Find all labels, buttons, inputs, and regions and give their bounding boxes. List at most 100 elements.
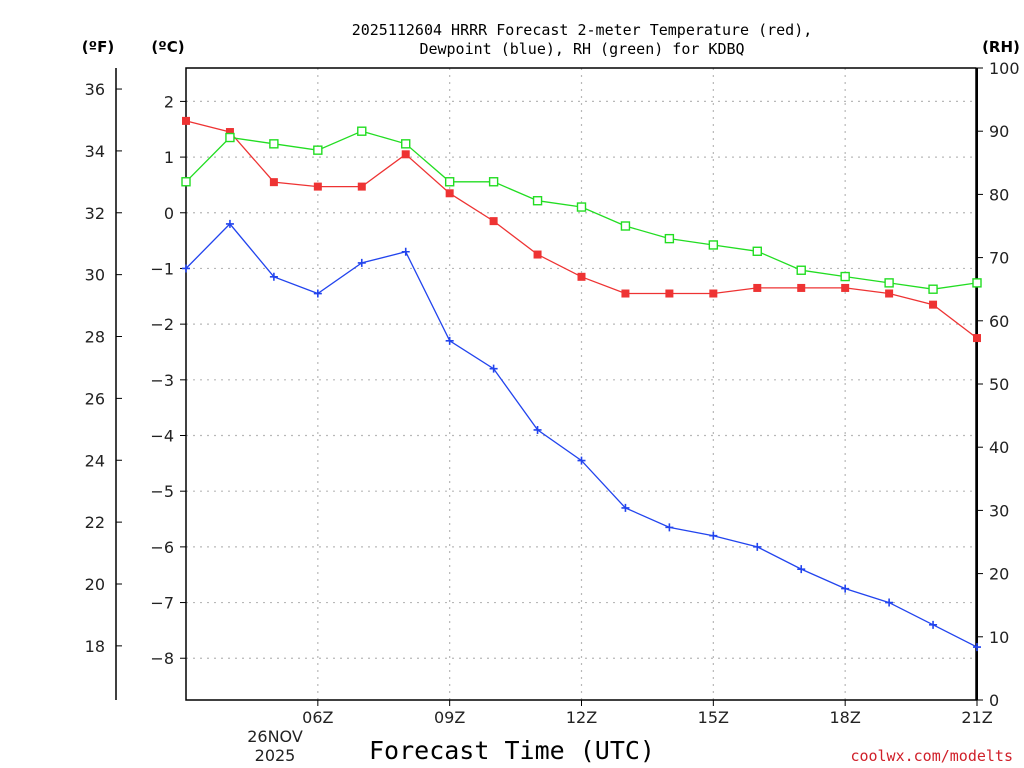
rh-tick-label: 10 [989, 628, 1009, 647]
fahrenheit-tick-label: 24 [85, 451, 105, 470]
relative-humidity-point [357, 126, 367, 136]
temperature-point [577, 272, 586, 281]
celsius-tick-label: −7 [150, 594, 174, 613]
temperature-point [357, 182, 366, 191]
celsius-tick-label: −1 [150, 259, 174, 278]
temperature-point [401, 150, 410, 159]
y-tick-labels: 210−1−2−3−4−5−6−7−8363432302826242220181… [85, 59, 1020, 710]
dewpoint-point [182, 264, 190, 273]
dewpoint-point [753, 542, 762, 551]
celsius-tick-label: −3 [150, 371, 174, 390]
relative-humidity-point [181, 177, 191, 187]
relative-humidity-point [752, 246, 762, 256]
temperature-point [841, 283, 850, 292]
dewpoint-point [577, 456, 586, 465]
temperature-point [313, 182, 322, 191]
relative-humidity-point [532, 196, 543, 206]
relative-humidity-point [796, 265, 806, 275]
relative-humidity-point [972, 278, 982, 288]
dewpoint-point [401, 247, 410, 256]
fahrenheit-tick-label: 18 [85, 637, 105, 656]
temperature-point [225, 128, 234, 137]
fahrenheit-unit-label: (ºF) [82, 38, 114, 56]
temperature-point [753, 283, 762, 292]
dewpoint-point [973, 643, 981, 652]
relative-humidity-point [401, 139, 411, 149]
dewpoint-point [665, 523, 674, 532]
rh-unit-label: (RH) [982, 38, 1020, 56]
x-tick-labels: 06Z 09Z 12Z 15Z 18Z 21Z [302, 700, 993, 727]
celsius-tick-label: −5 [150, 482, 174, 501]
x-tick-label: 12Z [566, 708, 597, 727]
temperature-point [621, 289, 630, 298]
rh-tick-label: 40 [989, 438, 1009, 457]
temperature-point [489, 217, 498, 226]
temperature-point [885, 289, 894, 298]
rh-tick-label: 70 [989, 249, 1009, 268]
dewpoint-point [841, 584, 850, 593]
x-tick-label: 09Z [434, 708, 465, 727]
dewpoint-point [269, 272, 278, 281]
relative-humidity-point [576, 202, 587, 212]
chart-title-line1: 2025112604 HRRR Forecast 2-meter Tempera… [352, 21, 813, 39]
rh-tick-label: 100 [989, 59, 1020, 78]
data-series [181, 116, 982, 652]
celsius-tick-label: −2 [150, 315, 174, 334]
x-tick-label: 18Z [830, 708, 861, 727]
fahrenheit-tick-label: 32 [85, 204, 105, 223]
dewpoint-point [533, 425, 542, 434]
fahrenheit-tick-label: 26 [85, 389, 105, 408]
celsius-tick-label: 0 [164, 204, 174, 223]
celsius-unit-label: (ºC) [151, 38, 184, 56]
temperature-point [709, 289, 718, 298]
celsius-tick-label: 1 [164, 148, 174, 167]
relative-humidity-point [488, 177, 499, 187]
fahrenheit-tick-label: 34 [85, 142, 105, 161]
x-axis-title: Forecast Time (UTC) [369, 736, 655, 765]
x-tick-label: 15Z [698, 708, 729, 727]
relative-humidity-point [269, 139, 279, 149]
dewpoint-point [929, 620, 938, 629]
rh-tick-label: 30 [989, 501, 1009, 520]
fahrenheit-tick-label: 36 [85, 80, 105, 99]
celsius-tick-label: −8 [150, 649, 174, 668]
dewpoint-point [357, 258, 366, 267]
temperature-point [445, 189, 454, 198]
rh-tick-label: 80 [989, 185, 1009, 204]
date-label-day: 26NOV [247, 727, 303, 746]
x-tick-label: 06Z [302, 708, 333, 727]
fahrenheit-tick-label: 22 [85, 513, 105, 532]
temperature-point [269, 178, 278, 187]
celsius-tick-label: −4 [150, 427, 174, 446]
fahrenheit-tick-label: 28 [85, 328, 105, 347]
temperature-point [797, 283, 806, 292]
temperature-point [533, 250, 542, 259]
credit-label: coolwx.com/modelts [850, 747, 1013, 765]
fahrenheit-tick-label: 30 [85, 266, 105, 285]
relative-humidity-point [225, 132, 235, 143]
dewpoint-point [621, 503, 630, 512]
rh-tick-label: 50 [989, 375, 1009, 394]
relative-humidity-point [884, 278, 894, 288]
relative-humidity-point [620, 221, 631, 231]
temperature-point [929, 300, 938, 309]
grid-lines [186, 68, 978, 700]
dewpoint-point [489, 364, 498, 373]
relative-humidity-point [444, 177, 455, 187]
dewpoint-point [313, 289, 322, 298]
rh-tick-label: 60 [989, 312, 1009, 331]
rh-tick-label: 90 [989, 122, 1009, 141]
x-tick-label: 21Z [961, 708, 992, 727]
chart-title-line2: Dewpoint (blue), RH (green) for KDBQ [419, 40, 744, 58]
celsius-tick-label: 2 [164, 92, 174, 111]
relative-humidity-point [840, 271, 850, 282]
relative-humidity-point [664, 233, 675, 244]
dewpoint-point [445, 336, 454, 345]
dewpoint-point [225, 219, 234, 228]
celsius-tick-label: −6 [150, 538, 174, 557]
dewpoint-point [709, 531, 718, 540]
fahrenheit-tick-label: 20 [85, 575, 105, 594]
temperature-point [665, 289, 674, 298]
relative-humidity-point [708, 240, 719, 250]
